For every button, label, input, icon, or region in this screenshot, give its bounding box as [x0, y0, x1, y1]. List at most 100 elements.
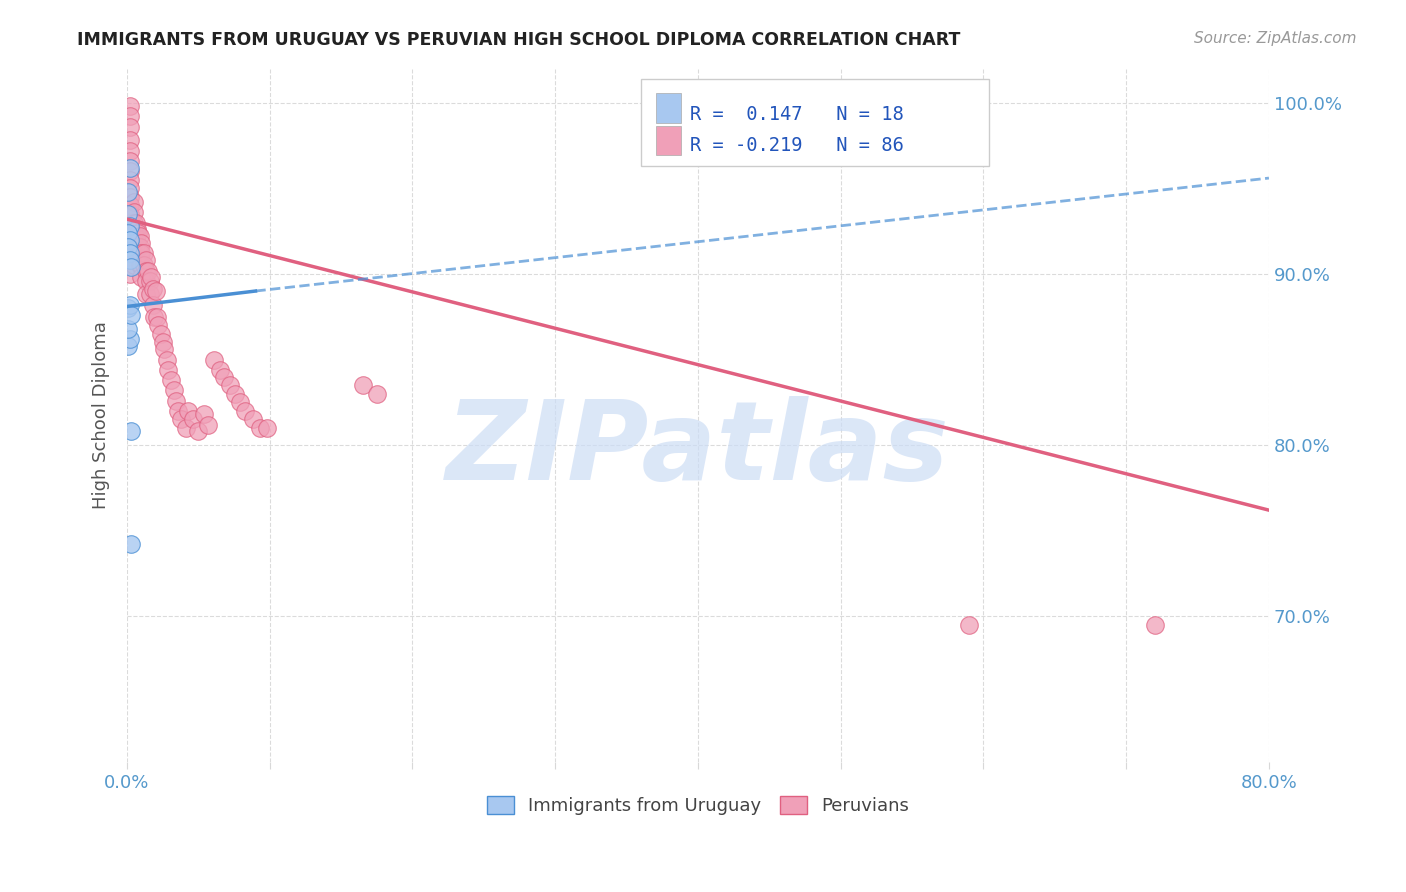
Point [193, 407, 215, 421]
Point [127, 239, 149, 253]
Point [139, 274, 162, 288]
Point [1143, 617, 1166, 632]
Point [118, 190, 141, 204]
Point [118, 153, 141, 168]
Point [118, 258, 141, 272]
Point [235, 404, 257, 418]
Point [135, 253, 157, 268]
Point [122, 205, 145, 219]
Point [118, 246, 141, 260]
Point [141, 270, 163, 285]
Point [117, 226, 139, 240]
Point [167, 404, 190, 418]
FancyBboxPatch shape [641, 78, 990, 166]
Point [249, 421, 271, 435]
Point [124, 229, 146, 244]
Point [163, 384, 186, 398]
Point [118, 144, 141, 158]
Point [125, 236, 148, 251]
Point [156, 352, 179, 367]
Point [134, 258, 156, 272]
Point [148, 318, 170, 333]
Point [170, 412, 193, 426]
Point [129, 270, 152, 285]
Point [139, 287, 162, 301]
Point [157, 363, 180, 377]
FancyBboxPatch shape [655, 126, 681, 155]
Point [142, 298, 165, 312]
Point [152, 335, 174, 350]
Point [165, 393, 187, 408]
Point [117, 207, 139, 221]
Point [122, 226, 145, 240]
Point [118, 224, 141, 238]
Point [125, 222, 148, 236]
Legend: Immigrants from Uruguay, Peruvians: Immigrants from Uruguay, Peruvians [486, 796, 910, 815]
Text: ZIPatlas: ZIPatlas [446, 396, 950, 503]
Point [118, 233, 141, 247]
Point [118, 161, 141, 175]
Text: IMMIGRANTS FROM URUGUAY VS PERUVIAN HIGH SCHOOL DIPLOMA CORRELATION CHART: IMMIGRANTS FROM URUGUAY VS PERUVIAN HIGH… [77, 31, 960, 49]
Point [202, 352, 225, 367]
Text: R =  0.147   N = 18: R = 0.147 N = 18 [690, 104, 904, 124]
Point [134, 246, 156, 260]
Point [142, 282, 165, 296]
Point [120, 537, 142, 551]
Point [197, 417, 219, 432]
Point [352, 378, 374, 392]
Point [212, 369, 235, 384]
Point [118, 233, 141, 247]
Point [122, 246, 145, 260]
Point [118, 253, 141, 268]
Point [117, 301, 139, 315]
Point [117, 239, 139, 253]
Point [118, 173, 141, 187]
Point [118, 241, 141, 255]
Point [128, 258, 150, 272]
Point [129, 258, 152, 272]
Text: R = -0.219   N = 86: R = -0.219 N = 86 [690, 136, 904, 155]
Point [135, 263, 157, 277]
Point [224, 386, 246, 401]
Point [135, 274, 157, 288]
Point [145, 284, 167, 298]
Point [129, 246, 152, 260]
Point [118, 219, 141, 233]
Point [118, 164, 141, 178]
Point [146, 310, 169, 324]
Point [122, 258, 145, 272]
Y-axis label: High School Diploma: High School Diploma [93, 321, 110, 509]
Point [118, 198, 141, 212]
Point [120, 308, 142, 322]
Point [118, 99, 141, 113]
Point [127, 226, 149, 240]
Point [122, 236, 145, 251]
Point [117, 185, 139, 199]
Point [153, 343, 176, 357]
Point [117, 339, 139, 353]
Point [177, 404, 200, 418]
Point [242, 412, 264, 426]
Point [120, 260, 142, 274]
Point [118, 250, 141, 264]
Point [208, 363, 231, 377]
Point [256, 421, 278, 435]
Point [150, 326, 173, 341]
Point [122, 216, 145, 230]
Point [229, 395, 252, 409]
Text: Source: ZipAtlas.com: Source: ZipAtlas.com [1194, 31, 1357, 46]
Point [118, 332, 141, 346]
Point [218, 378, 240, 392]
Point [118, 110, 141, 124]
Point [143, 310, 166, 324]
Point [128, 239, 150, 253]
Point [122, 194, 145, 209]
Point [366, 386, 388, 401]
Point [128, 229, 150, 244]
Point [135, 287, 157, 301]
Point [118, 133, 141, 147]
FancyBboxPatch shape [655, 94, 681, 122]
Point [118, 207, 141, 221]
Point [118, 216, 141, 230]
Point [124, 216, 146, 230]
